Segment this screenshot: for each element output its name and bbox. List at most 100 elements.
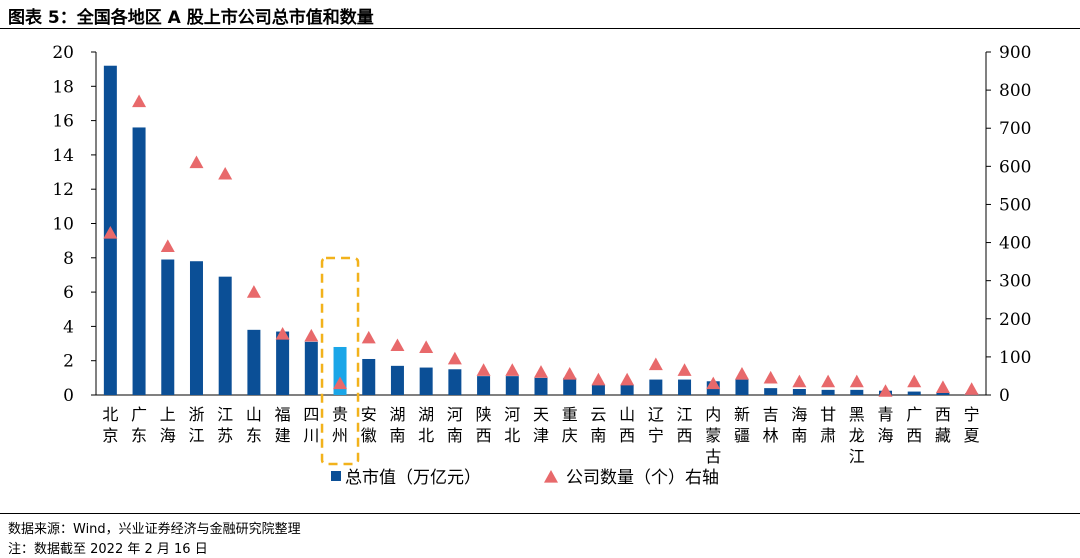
marker-series bbox=[103, 94, 979, 397]
marker-浙江 bbox=[189, 155, 204, 169]
x-tick-label: 重庆 bbox=[562, 405, 578, 445]
x-tick-label: 湖南 bbox=[389, 405, 405, 445]
marker-安徽 bbox=[361, 330, 376, 344]
x-tick-label: 西藏 bbox=[935, 405, 951, 445]
marker-湖南 bbox=[390, 338, 405, 352]
left-tick-label: 2 bbox=[63, 352, 74, 372]
x-tick-label: 辽宁 bbox=[648, 405, 664, 445]
marker-广西 bbox=[907, 374, 922, 388]
bar-吉林 bbox=[764, 388, 778, 395]
bar-甘肃 bbox=[821, 389, 835, 395]
bar-海南 bbox=[792, 388, 806, 395]
marker-福建 bbox=[275, 327, 290, 340]
marker-北京 bbox=[103, 226, 118, 239]
marker-广东 bbox=[132, 94, 147, 108]
legend-marker-label: 公司数量（个）右轴 bbox=[566, 468, 719, 488]
marker-辽宁 bbox=[648, 357, 663, 371]
bar-上海 bbox=[161, 259, 175, 395]
x-tick-label: 江西 bbox=[677, 405, 693, 445]
x-tick-label: 上海 bbox=[160, 405, 176, 445]
left-tick-label: 18 bbox=[52, 77, 74, 97]
right-tick-label: 200 bbox=[999, 310, 1031, 330]
right-tick-label: 700 bbox=[999, 119, 1031, 139]
bar-辽宁 bbox=[649, 379, 663, 395]
marker-上海 bbox=[160, 239, 175, 252]
bar-河南 bbox=[448, 369, 462, 395]
right-tick-label: 500 bbox=[999, 195, 1031, 215]
marker-黑龙江 bbox=[849, 374, 864, 388]
chart-title: 图表 5：全国各地区 A 股上市公司总市值和数量 bbox=[8, 8, 374, 28]
x-tick-label: 青海 bbox=[878, 405, 894, 445]
bar-广西 bbox=[907, 391, 921, 395]
x-tick-label: 云南 bbox=[590, 405, 606, 445]
right-tick-label: 400 bbox=[999, 234, 1031, 254]
marker-河北 bbox=[505, 363, 520, 376]
x-tick-label: 山东 bbox=[246, 405, 262, 445]
right-tick-label: 900 bbox=[999, 43, 1031, 63]
marker-河南 bbox=[447, 351, 462, 365]
bar-湖北 bbox=[419, 367, 433, 395]
marker-海南 bbox=[792, 374, 807, 388]
bar-西藏 bbox=[936, 392, 950, 395]
source-footnote: 数据来源：Wind，兴业证券经济与金融研究院整理 bbox=[8, 522, 301, 537]
bar-云南 bbox=[591, 384, 605, 395]
bar-黑龙江 bbox=[850, 389, 864, 395]
marker-湖北 bbox=[419, 340, 434, 353]
date-footnote: 注：数据截至 2022 年 2 月 16 日 bbox=[8, 542, 208, 557]
marker-西藏 bbox=[935, 380, 950, 393]
right-tick-label: 0 bbox=[999, 386, 1010, 406]
x-axis-labels: 北京广东上海浙江江苏山东福建四川贵州安徽湖南湖北河南陕西河北天津重庆云南山西辽宁… bbox=[102, 405, 979, 466]
left-tick-label: 4 bbox=[63, 317, 74, 337]
legend-bar-swatch bbox=[331, 471, 341, 481]
bar-河北 bbox=[505, 376, 519, 395]
bar-陕西 bbox=[477, 376, 491, 395]
x-tick-label: 黑龙江 bbox=[849, 405, 865, 466]
bar-安徽 bbox=[362, 358, 376, 395]
marker-新疆 bbox=[734, 367, 749, 380]
marker-吉林 bbox=[763, 370, 778, 384]
x-tick-label: 内蒙古 bbox=[705, 405, 721, 466]
x-tick-label: 吉林 bbox=[763, 405, 779, 445]
x-tick-label: 天津 bbox=[533, 405, 549, 445]
x-tick-label: 陕西 bbox=[476, 405, 492, 445]
x-tick-label: 北京 bbox=[102, 405, 118, 445]
chart-canvas: 0 2 4 6 8 10 12 14 16 18 20 0 100 200 300 400 500 600 700… bbox=[52, 43, 1031, 488]
right-tick-label: 600 bbox=[999, 157, 1031, 177]
left-tick-label: 16 bbox=[52, 112, 74, 132]
bar-series bbox=[103, 65, 979, 396]
marker-江苏 bbox=[218, 166, 233, 180]
x-tick-label: 福建 bbox=[275, 405, 291, 445]
bar-福建 bbox=[276, 331, 290, 395]
bar-重庆 bbox=[563, 377, 577, 395]
x-tick-label: 浙江 bbox=[188, 405, 204, 445]
marker-青海 bbox=[878, 384, 893, 397]
x-tick-label: 安徽 bbox=[361, 405, 377, 445]
x-tick-label: 广西 bbox=[906, 405, 922, 445]
right-tick-label: 800 bbox=[999, 81, 1031, 101]
x-tick-label: 宁夏 bbox=[964, 405, 980, 445]
marker-内蒙古 bbox=[706, 376, 721, 390]
x-tick-label: 湖北 bbox=[418, 405, 434, 445]
right-y-axis: 0 100 200 300 400 500 600 700 800 900 bbox=[985, 43, 1031, 406]
x-tick-label: 贵州 bbox=[332, 405, 348, 445]
x-tick-label: 河南 bbox=[447, 405, 463, 445]
left-tick-label: 10 bbox=[52, 215, 74, 235]
x-tick-label: 江苏 bbox=[217, 405, 233, 445]
bar-广东 bbox=[132, 127, 146, 396]
x-tick-label: 海南 bbox=[791, 405, 807, 445]
x-tick-label: 四川 bbox=[303, 405, 319, 445]
bar-四川 bbox=[304, 341, 318, 395]
marker-山西 bbox=[620, 372, 635, 386]
legend: 总市值（万亿元） 公司数量（个）右轴 bbox=[331, 468, 719, 488]
x-tick-label: 山西 bbox=[619, 405, 635, 445]
marker-陕西 bbox=[476, 363, 491, 376]
marker-天津 bbox=[534, 365, 548, 378]
marker-云南 bbox=[591, 372, 606, 386]
marker-贵州 bbox=[333, 376, 348, 390]
left-tick-label: 12 bbox=[52, 180, 74, 200]
footer-rule bbox=[0, 513, 1080, 514]
marker-江西 bbox=[677, 363, 692, 376]
marker-宁夏 bbox=[964, 382, 979, 395]
x-tick-label: 河北 bbox=[504, 405, 520, 445]
left-tick-label: 6 bbox=[63, 283, 74, 303]
